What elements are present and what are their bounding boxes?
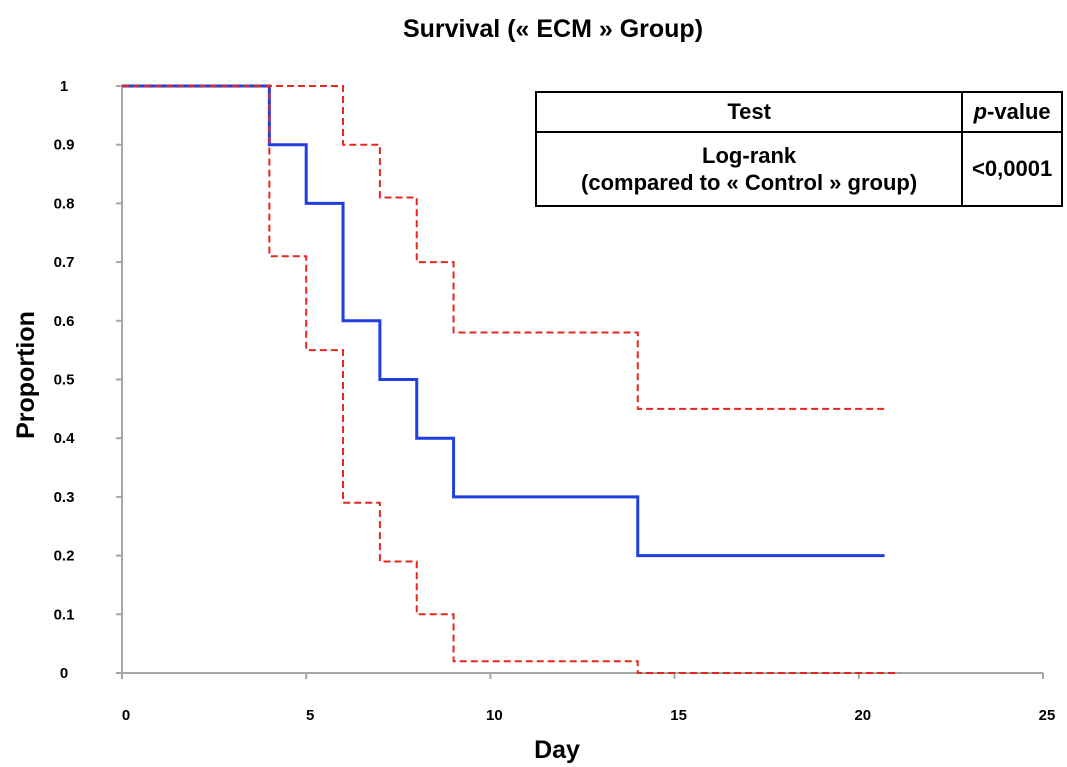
x-ticks: 0 5 10 15 20 25 xyxy=(121,673,1056,724)
y-tick-label: 1 xyxy=(60,78,68,95)
y-tick-label: 0.3 xyxy=(54,489,75,506)
pvalue-table-row: Log-rank (compared to « Control » group)… xyxy=(534,131,1063,207)
pvalue-header-rest: -value xyxy=(987,99,1051,125)
y-tick-label: 0.5 xyxy=(54,372,75,389)
x-tick-label: 25 xyxy=(1039,707,1056,724)
y-tick-label: 0.8 xyxy=(54,195,75,212)
chart-title: Survival (« ECM » Group) xyxy=(403,15,703,43)
x-tick-label: 15 xyxy=(670,707,687,724)
y-ticks: 0 0.1 0.2 0.3 0.4 0.5 0.6 0.7 0.8 0.9 1 xyxy=(54,78,122,682)
pvalue-table: Test p-value Log-rank (compared to « Con… xyxy=(534,91,1063,207)
y-tick-label: 0.6 xyxy=(54,313,75,330)
y-axis-label: Proportion xyxy=(12,311,40,439)
y-tick-label: 0.1 xyxy=(54,606,75,623)
pvalue-table-test-cell: Log-rank (compared to « Control » group) xyxy=(534,131,964,207)
pvalue-table-header-test: Test xyxy=(534,91,964,133)
y-tick-label: 0 xyxy=(60,665,68,682)
x-axis-label: Day xyxy=(534,736,580,764)
y-tick-label: 0.9 xyxy=(54,137,75,154)
x-tick-label: 20 xyxy=(854,707,871,724)
lower-confidence-bound xyxy=(122,85,900,674)
x-tick-label: 0 xyxy=(122,707,130,724)
pvalue-table-header-pvalue: p-value xyxy=(961,91,1063,133)
test-name: Log-rank xyxy=(702,142,797,168)
km-survival-curve xyxy=(122,84,885,558)
pvalue-table-pvalue-cell: <0,0001 xyxy=(961,131,1063,207)
series-layer xyxy=(122,84,900,674)
x-tick-label: 10 xyxy=(486,707,503,724)
upper-confidence-bound xyxy=(122,85,885,410)
test-comparison: (compared to « Control » group) xyxy=(581,170,918,195)
pvalue-table-header-row: Test p-value xyxy=(534,91,1063,133)
y-tick-label: 0.7 xyxy=(54,254,75,271)
y-tick-label: 0.4 xyxy=(54,430,76,447)
x-tick-label: 5 xyxy=(306,707,314,724)
y-tick-label: 0.2 xyxy=(54,548,75,565)
pvalue-header-p: p xyxy=(973,99,988,125)
